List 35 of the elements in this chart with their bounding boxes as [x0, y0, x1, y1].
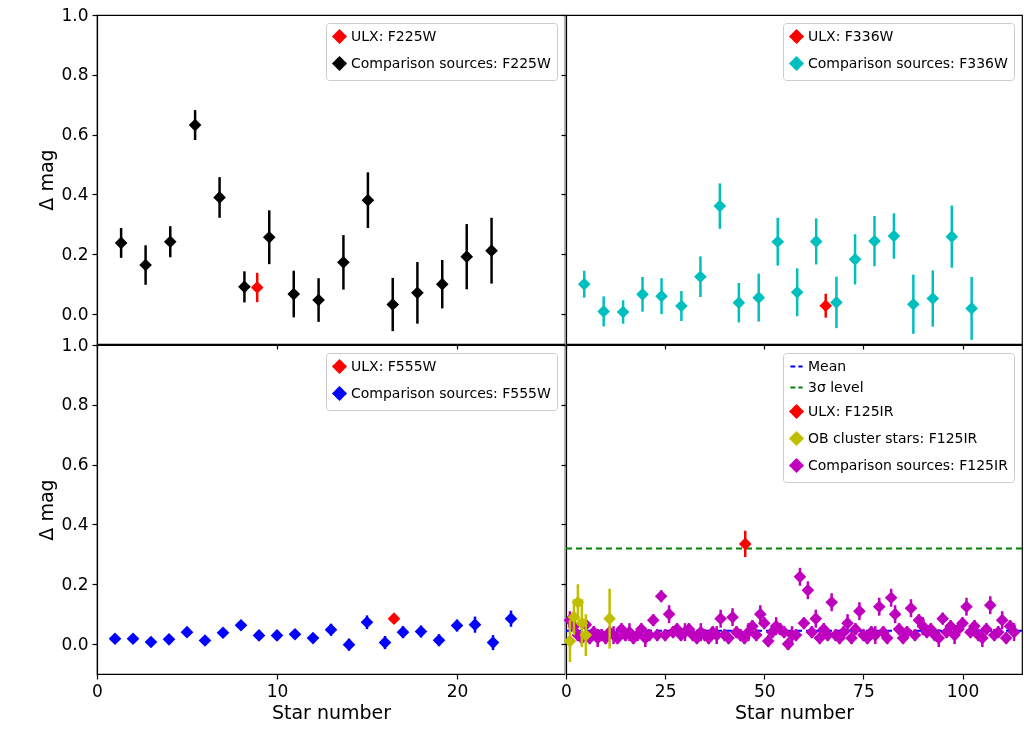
- legend-label: Comparison sources: F225W: [351, 54, 551, 71]
- legend-label: ULX: F336W: [808, 27, 894, 44]
- x-axis-title: Star number: [734, 700, 855, 723]
- legend-label: ULX: F555W: [351, 357, 437, 374]
- y-tick-label: 0.8: [61, 394, 89, 415]
- legend-label: ULX: F125IR: [808, 402, 894, 419]
- x-tick-label: 50: [753, 680, 776, 701]
- y-tick-label: 0.6: [61, 454, 89, 475]
- legend-label: Comparison sources: F336W: [808, 54, 1008, 71]
- legend-label: Comparison sources: F555W: [351, 384, 551, 401]
- y-axis-title: Δ mag: [35, 149, 58, 211]
- legend-label: ULX: F225W: [351, 27, 437, 44]
- y-tick-label: 1.0: [61, 4, 89, 25]
- y-tick-label: 0.8: [61, 64, 89, 85]
- y-tick-label: 0.2: [61, 573, 89, 594]
- legend-label: 3σ level: [808, 378, 864, 395]
- x-tick-label: 100: [946, 680, 980, 701]
- y-axis-title: Δ mag: [35, 479, 58, 541]
- legend-label: OB cluster stars: F125IR: [808, 429, 978, 446]
- y-tick-label: 0.0: [61, 633, 89, 654]
- x-tick-label: 75: [853, 680, 875, 701]
- legend-label: Mean: [808, 357, 847, 374]
- x-tick-label: 0: [92, 680, 103, 701]
- x-tick-label: 20: [446, 680, 469, 701]
- x-tick-label: 25: [654, 680, 677, 701]
- y-tick-label: 1.0: [61, 334, 89, 355]
- y-tick-label: 0.6: [61, 124, 89, 145]
- x-tick-label: 0: [561, 680, 572, 701]
- x-tick-label: 10: [266, 680, 289, 701]
- legend-label: Comparison sources: F125IR: [808, 456, 1009, 473]
- y-tick-label: 0.4: [61, 513, 89, 534]
- y-tick-label: 0.4: [61, 183, 89, 204]
- y-tick-label: 0.2: [61, 243, 89, 264]
- y-tick-label: 0.0: [61, 303, 89, 324]
- x-axis-title: Star number: [271, 700, 392, 723]
